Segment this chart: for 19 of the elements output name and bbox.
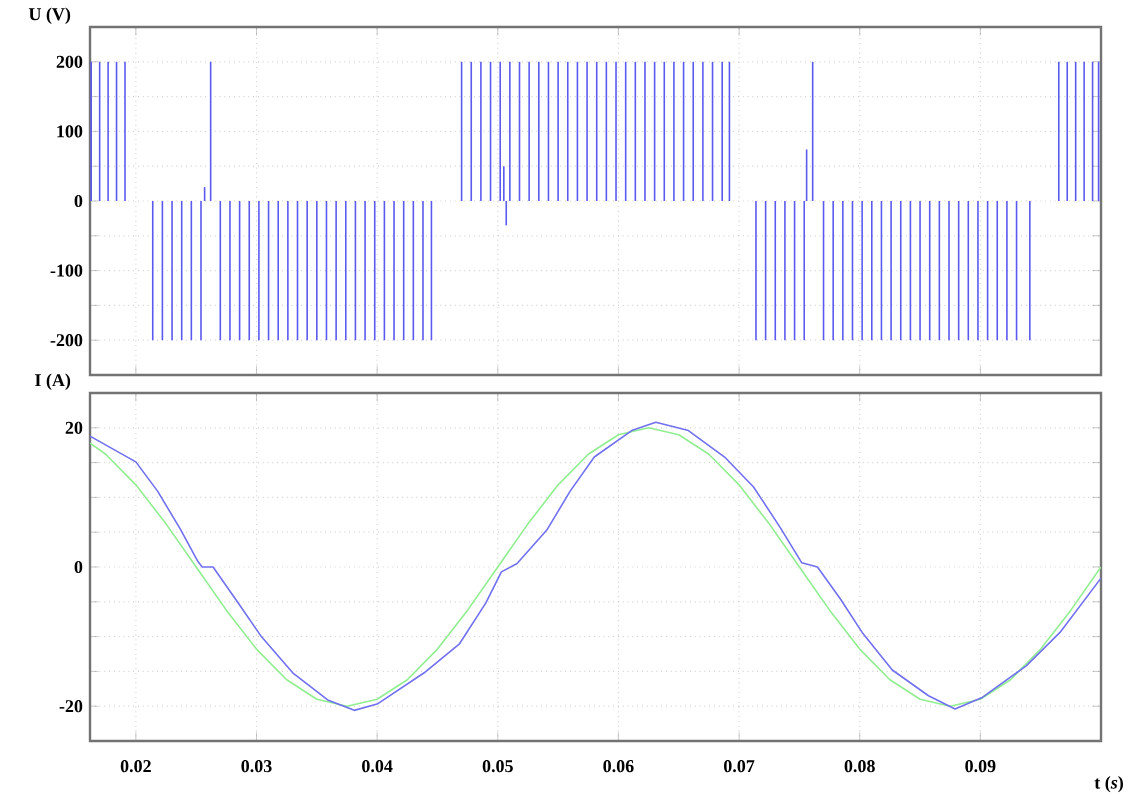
y-axis-title: U (V) [28, 7, 71, 24]
y-axis-title: I (A) [35, 373, 71, 390]
y-tick-label: -100 [50, 264, 83, 277]
x-tick-label: 0.04 [362, 760, 393, 773]
x-tick-label: 0.06 [603, 760, 634, 773]
y-tick-label: -20 [59, 700, 83, 713]
x-tick-label: 0.05 [482, 760, 513, 773]
x-tick-label: 0.03 [241, 760, 272, 773]
y-tick-label: 20 [65, 421, 83, 434]
x-tick-label: 0.09 [965, 760, 996, 773]
y-tick-label: 0 [74, 194, 83, 208]
x-tick-label: 0.07 [724, 760, 755, 773]
y-tick-label: 0 [74, 560, 83, 574]
y-tick-label: -200 [50, 334, 83, 347]
x-tick-label: 0.02 [120, 760, 151, 773]
y-tick-label: 100 [57, 125, 83, 138]
y-tick-label: 200 [56, 55, 83, 68]
x-axis-title: t (s) [1094, 776, 1123, 793]
x-tick-label: 0.08 [844, 760, 875, 773]
